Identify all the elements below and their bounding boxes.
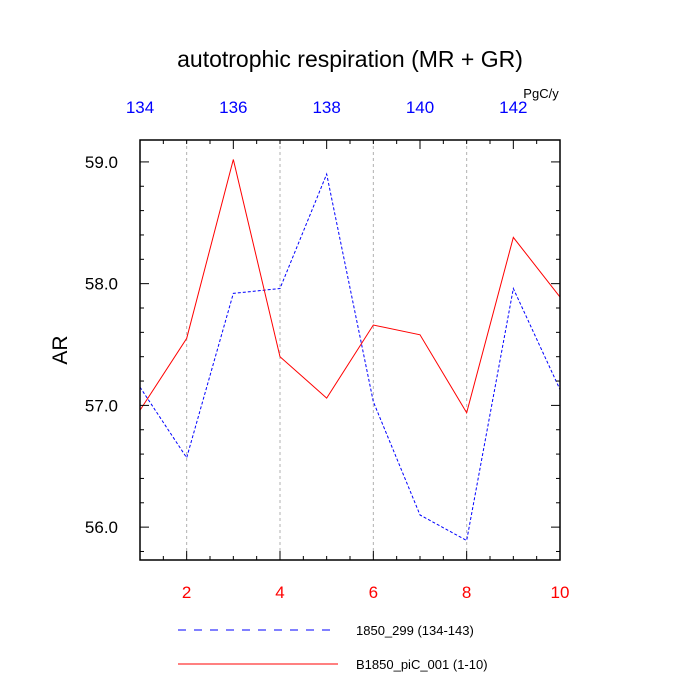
x-bottom-tick-label-1: 4 bbox=[275, 583, 284, 602]
x-top-tick-label-4: 142 bbox=[499, 98, 527, 117]
y-axis-label: AR bbox=[49, 335, 72, 364]
x-bottom-tick-label-3: 8 bbox=[462, 583, 471, 602]
legend: 1850_299 (134-143) B1850_piC_001 (1-10) bbox=[178, 623, 488, 672]
x-top-tick-label-1: 136 bbox=[219, 98, 247, 117]
legend-label-0: 1850_299 (134-143) bbox=[356, 623, 474, 638]
x-bottom-tick-label-2: 6 bbox=[369, 583, 378, 602]
y-tick-label-0: 56.0 bbox=[85, 518, 118, 537]
axes: 2 4 6 8 10 134 136 138 140 142 56.0 57.0 58.0 59.0 bbox=[85, 98, 570, 602]
x-bottom-tick-label-0: 2 bbox=[182, 583, 191, 602]
chart-title: autotrophic respiration (MR + GR) bbox=[177, 46, 523, 72]
x-top-tick-label-0: 134 bbox=[126, 98, 154, 117]
x-top-tick-label-3: 140 bbox=[406, 98, 434, 117]
grid bbox=[186, 140, 468, 560]
y-tick-label-3: 59.0 bbox=[85, 153, 118, 172]
x-bottom-tick-label-4: 10 bbox=[551, 583, 570, 602]
series-line-0 bbox=[140, 172, 560, 542]
series-layer bbox=[140, 159, 560, 542]
y-tick-label-1: 57.0 bbox=[85, 396, 118, 415]
units-label: PgC/y bbox=[523, 86, 559, 101]
y-tick-label-2: 58.0 bbox=[85, 275, 118, 294]
legend-label-1: B1850_piC_001 (1-10) bbox=[356, 657, 488, 672]
series-line-1 bbox=[140, 159, 560, 414]
plot-frame bbox=[139, 139, 561, 561]
x-top-tick-label-2: 138 bbox=[312, 98, 340, 117]
